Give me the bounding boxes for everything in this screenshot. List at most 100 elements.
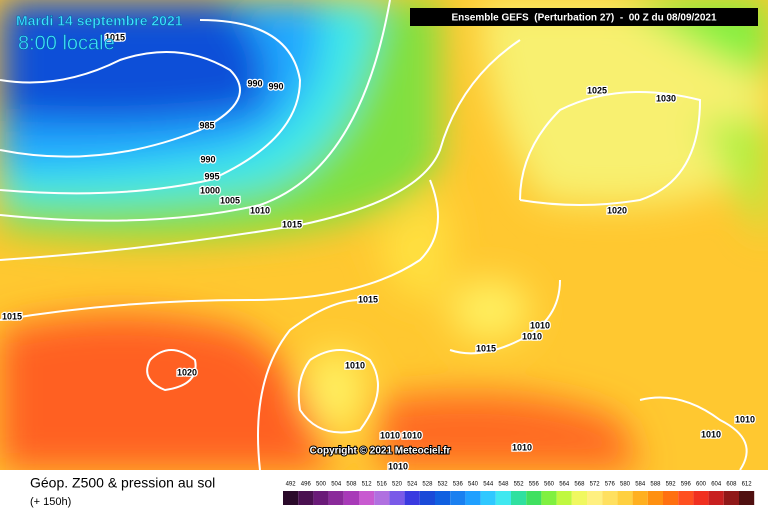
isobars [0,0,702,471]
isobar-label: 1020 [607,205,627,215]
isobar-label: 1010 [402,430,422,440]
map-field [0,0,768,470]
scale-swatch [389,491,405,505]
scale-label: 520 [392,482,403,488]
isobar-label: 995 [204,171,219,181]
scale-label: 576 [605,482,616,488]
scale-label: 552 [514,482,525,488]
scale-label: 584 [635,482,646,488]
scale-swatch [511,491,527,505]
scale-label: 540 [468,482,479,488]
scale-swatch [632,491,648,505]
scale-swatch [328,491,344,505]
isobar-label: 1015 [2,311,22,321]
scale-swatch [571,491,587,505]
scale-label: 564 [559,482,570,488]
scale-swatch [617,491,633,505]
scale-label: 596 [681,482,692,488]
scale-label: 504 [331,482,342,488]
isobar-label: 1015 [358,294,378,304]
scale-swatch [739,491,755,505]
color-scale: 492 496 500 504 508 512 516 520 524 528 532 536 540 5… [283,482,755,505]
scale-swatch [283,491,299,505]
scale-label: 588 [650,482,661,488]
scale-swatch [298,491,314,505]
scale-label: 528 [422,482,433,488]
isobar-label: 990 [268,81,283,91]
isobar-label: 1010 [388,461,408,471]
scale-label: 568 [574,482,585,488]
scale-label: 536 [453,482,464,488]
scale-swatch [495,491,511,505]
scale-label: 580 [620,482,631,488]
scale-swatch [602,491,618,505]
scale-label: 516 [377,482,388,488]
isobar-label: 1015 [105,32,125,42]
isobar-label: 1025 [587,85,607,95]
scale-label: 548 [498,482,509,488]
isobar-label: 985 [199,120,214,130]
isobar-label: 1010 [530,320,550,330]
scale-label: 544 [483,482,494,488]
scale-label: 496 [301,482,312,488]
isobar-label: 1030 [656,93,676,103]
scale-swatch [663,491,679,505]
scale-label: 572 [590,482,601,488]
scale-label: 600 [696,482,707,488]
copyright: Copyright © 2021 Meteociel.fr [310,446,451,457]
scale-swatch [556,491,572,505]
isobar-label: 1015 [476,343,496,353]
scale-swatch [419,491,435,505]
scale-swatch [404,491,420,505]
scale-swatch [708,491,724,505]
isobar-label: 1010 [735,414,755,424]
scale-label: 556 [529,482,540,488]
scale-label: 492 [286,482,297,488]
isobar-label: 1010 [345,360,365,370]
isobar-label: 990 [200,154,215,164]
scale-label: 500 [316,482,327,488]
scale-swatch [723,491,739,505]
isobar-label: 1010 [380,430,400,440]
isobar-label: 1000 [200,185,220,195]
scale-label: 512 [362,482,373,488]
date-label: Mardi 14 septembre 2021 [16,13,183,29]
legend-lead: (+ 150h) [30,496,71,508]
scale-swatch [465,491,481,505]
isobar-label: 1010 [250,205,270,215]
time-label: 8:00 locale [18,32,115,54]
scale-swatch [693,491,709,505]
scale-swatch [359,491,375,505]
scale-label: 608 [726,482,737,488]
isobar-label: 1010 [512,442,532,452]
scale-swatch [374,491,390,505]
scale-label: 612 [742,482,753,488]
scale-label: 508 [346,482,357,488]
scale-swatch [587,491,603,505]
scale-label: 524 [407,482,418,488]
scale-label: 592 [666,482,677,488]
run-label: Ensemble GEFS (Perturbation 27) - 00 Z d… [451,13,717,24]
legend-title: Géop. Z500 & pression au sol [30,475,215,491]
scale-swatch [647,491,663,505]
isobar-label: 1005 [220,195,240,205]
scale-swatch [313,491,329,505]
isobar-label: 1010 [522,331,542,341]
scale-swatch [480,491,496,505]
isobar-label: 1015 [282,219,302,229]
scale-swatch [678,491,694,505]
scale-swatch [343,491,359,505]
scale-label: 560 [544,482,555,488]
scale-swatch [435,491,451,505]
scale-swatch [526,491,542,505]
run-box [410,8,758,26]
scale-swatch [450,491,466,505]
scale-swatch [541,491,557,505]
scale-label: 604 [711,482,722,488]
isobar-label: 990 [247,78,262,88]
scale-label: 532 [438,482,449,488]
isobar-label: 1020 [177,367,197,377]
isobar-label: 1010 [701,429,721,439]
